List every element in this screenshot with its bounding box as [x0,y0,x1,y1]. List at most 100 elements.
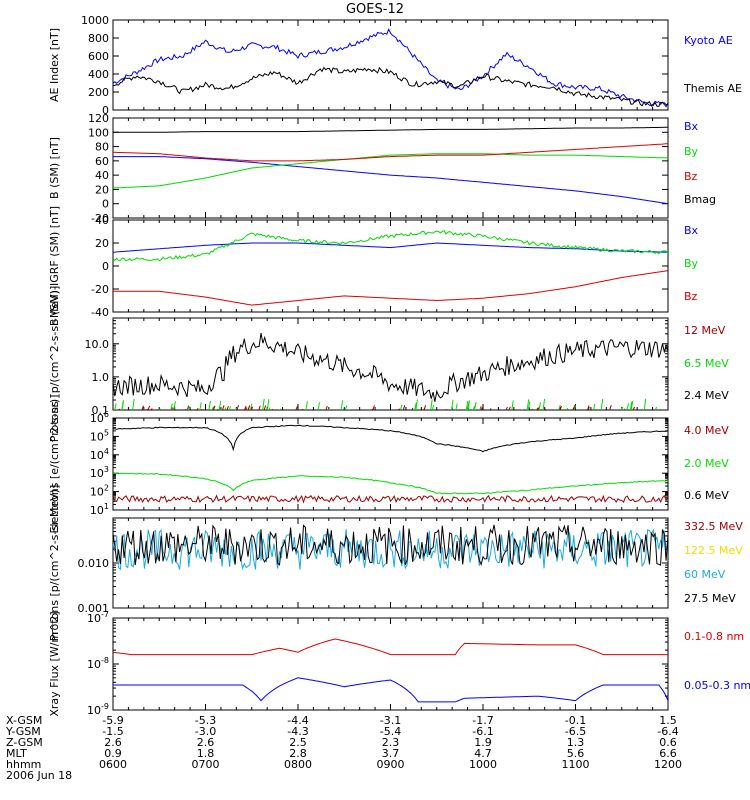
y-tick-label: 103 [90,465,109,480]
panel-ae: 0 200 400 600 800 1000 AE Index [nT] Kyoto AE Th… [48,14,742,117]
x-row-label: MLT [6,747,27,760]
y-tick-label: 0 [102,198,109,211]
y-tick-label: -20 [91,283,109,296]
x-row-value: 2.8 [289,747,307,760]
y-tick-label: -20 [91,212,109,225]
y-axis-label: Xray Flux [W/m^2] [48,611,61,716]
y-tick-label: 1000 [81,14,109,27]
series-line-bx [113,242,668,253]
series-line-bz [113,270,668,306]
x-row-value: 2.5 [289,736,307,749]
y-tick-label: 0.010 [78,557,110,570]
y-tick-label: 105 [90,428,109,443]
x-row-value: -4.4 [287,714,308,727]
y-tick-label: 0.1 [92,404,110,417]
x-row-value: -5.9 [102,714,123,727]
y-tick-label: 600 [88,50,109,63]
series-line-by [113,153,668,189]
x-row-value: 2.3 [382,736,400,749]
x-row-label: hhmm [6,758,41,771]
y-tick-label: 0 [102,104,109,117]
legend-kyoto-ae: Kyoto AE [684,34,733,47]
y-tick-label: 1.0 [92,371,110,384]
legend-0-6-mev: 0.6 MeV [684,489,729,502]
x-row-value: 1000 [469,758,497,771]
x-row-label: Y-GSM [5,725,41,738]
panel-frame [112,317,669,411]
x-row-value: -6.1 [472,725,493,738]
date-label: 2006 Jun 18 [6,769,72,782]
series-group [113,28,668,108]
y-axis-label: Electrons [e/(cm^2-s-sr)] [48,395,61,534]
y-axis-label: B (SM) [nT] [48,137,61,199]
series-group [113,424,668,504]
y-axis-label: B (SM)-IGRF (SM) [nT] [48,206,61,326]
y-tick-label: 10-7 [87,610,109,625]
legend-bx: Bx [684,120,699,133]
series-line-0-1-0-8-nm [113,638,668,656]
x-row-value: -0.1 [565,714,586,727]
x-row-value: 4.7 [474,747,492,760]
series-line-themis-ae [113,66,668,107]
series-spikes-12-mev [117,405,636,410]
x-row-value: 0.9 [104,747,122,760]
y-axis-label: Protons [p/(cm^2-s-sr-MeV)] [48,286,61,443]
y-tick-label: 60 [95,155,109,168]
y-tick-label: 106 [90,410,109,425]
y-tick-label: 101 [90,502,109,517]
y-tick-label: 400 [88,68,109,81]
legend-332-5-mev: 332.5 MeV [684,520,743,533]
x-row-value: 1200 [654,758,682,771]
panel-protons_high: 0.001 0.010 Protons [p/(cm^2-s-sr-MeV)] 332… [48,485,743,642]
panel-frame [112,617,669,711]
x-row-value: 0.6 [659,736,677,749]
y-tick-label: 120 [88,112,109,125]
x-row-value: -3.1 [380,714,401,727]
y-tick-label: 800 [88,32,109,45]
x-row-value: 0600 [99,758,127,771]
legend-bx: Bx [684,224,699,237]
x-row-value: 1.9 [474,736,492,749]
legend-4-0-mev: 4.0 MeV [684,424,729,437]
legend-6-5-mev: 6.5 MeV [684,357,729,370]
y-tick-label: 20 [95,237,109,250]
series-line-0-6-mev [113,424,668,453]
series-line-4-0-mev [113,494,668,504]
x-row-label: X-GSM [6,714,42,727]
x-row-value: 1100 [562,758,590,771]
x-row-value: 3.7 [382,747,400,760]
y-tick-label: 10.0 [85,338,110,351]
x-row-value: 1.3 [567,736,585,749]
legend-12-mev: 12 MeV [684,324,726,337]
y-tick-label: 104 [90,447,109,462]
series-line-0-05-0-3-nm [113,677,668,703]
chart-title: GOES-12 [346,2,404,17]
panel-protons_low: 0.1 1.0 10.0 Protons [p/(cm^2-s-sr-MeV)] 12 … [48,286,729,443]
legend-2-4-mev: 2.4 MeV [684,389,729,402]
x-row-value: 0700 [192,758,220,771]
y-tick-label: 20 [95,183,109,196]
y-tick-label: 200 [88,86,109,99]
legend-27-5-mev: 27.5 MeV [684,592,736,605]
series-group [113,638,668,703]
panel-b_igrf: -40 -20 0 20 40 B (SM)-IGRF (SM) [nT] Bx By Bz [48,206,699,326]
y-tick-label: 100 [88,126,109,139]
y-tick-label: 0 [102,260,109,273]
x-row-value: -5.3 [195,714,216,727]
series-line-2-4-mev [113,333,668,402]
legend-122-5-mev: 122.5 MeV [684,544,743,557]
series-line-bx [113,156,668,205]
x-row-value: -3.0 [195,725,216,738]
legend-60-mev: 60 MeV [684,568,726,581]
series-line-bz [113,143,668,162]
legend-bmag: Bmag [684,193,716,206]
x-row-value: 6.6 [659,747,677,760]
y-axis-label: AE Index [nT] [48,28,61,102]
panel-frame [112,417,669,511]
series-group [113,126,668,205]
legend-by: By [684,257,699,270]
legend-themis-ae: Themis AE [683,82,742,95]
series-line-bmag [113,126,668,133]
x-row-value: -1.5 [102,725,123,738]
